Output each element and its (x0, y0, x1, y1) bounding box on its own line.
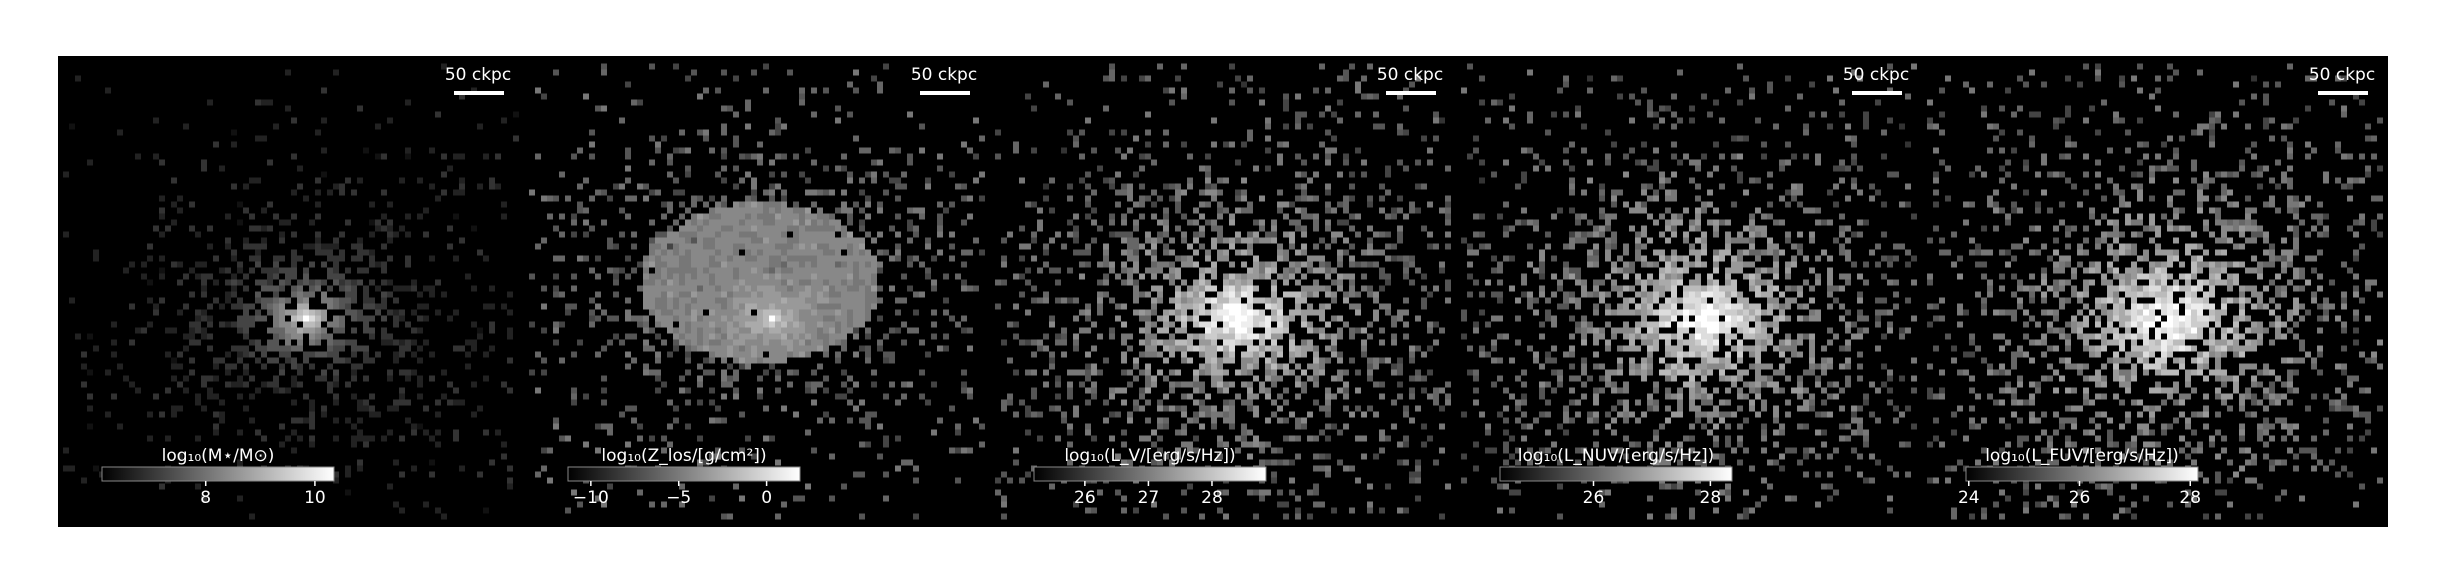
colorbar-label: log₁₀(L_V/[erg/s/Hz]) (1064, 446, 1235, 466)
galaxy-pixels (1957, 171, 2383, 478)
colorbar-tick-label: 27 (1138, 488, 1160, 508)
galaxy-pixels (1927, 63, 2383, 520)
colorbar (101, 466, 335, 482)
scale-bar (1852, 91, 1902, 95)
colorbar-tick-label: 10 (304, 488, 326, 508)
galaxy-pixels (745, 297, 799, 340)
galaxy-pixels (1205, 291, 1271, 340)
galaxy-pixels (81, 87, 519, 502)
galaxy-pixels (309, 315, 315, 322)
galaxy-pixels (279, 297, 321, 340)
galaxy-pixels (1485, 153, 1893, 466)
galaxy-pixels (643, 201, 877, 364)
scale-label: 50 ckpc (2309, 65, 2375, 85)
galaxy-pixels (1659, 285, 1755, 352)
scale-bar (920, 91, 970, 95)
galaxy-pixels (1683, 303, 1731, 340)
scale-bar (1386, 91, 1436, 95)
galaxy-pixels (769, 315, 775, 322)
colorbar-label: log₁₀(L_FUV/[erg/s/Hz]) (1985, 446, 2179, 466)
colorbar (1033, 466, 1267, 482)
galaxy-pixels (1927, 69, 2383, 520)
scale-label: 50 ckpc (445, 65, 511, 85)
galaxy-pixels (1181, 285, 1283, 352)
galaxy-pixels (529, 69, 985, 508)
galaxy-pixels (2107, 267, 2233, 370)
galaxy-pixels (535, 69, 985, 520)
colorbar-tick-label: 28 (2179, 488, 2201, 508)
colorbar (567, 466, 801, 482)
colorbar-tick-label: 26 (2069, 488, 2091, 508)
colorbar-tick-label: 26 (1583, 488, 1605, 508)
galaxy-pixels (1121, 219, 1367, 400)
colorbar-label: log₁₀(L_NUV/[erg/s/Hz]) (1518, 446, 1715, 466)
galaxy-pixels (2251, 75, 2257, 82)
colorbar (1499, 466, 1733, 482)
galaxy-pixels (1223, 303, 1253, 334)
colorbar-tick-label: 24 (1958, 488, 1980, 508)
colorbar-label: log₁₀(M⋆/M⊙) (162, 446, 275, 466)
galaxy-pixels (649, 201, 877, 364)
colorbar-tick-label: −5 (666, 488, 691, 508)
colorbar-tick-label: 8 (200, 488, 211, 508)
galaxy-pixels (303, 315, 309, 322)
galaxy-pixels (291, 309, 321, 328)
colorbar-tick-label: −10 (573, 488, 609, 508)
galaxy-pixels (1623, 237, 1791, 388)
scale-label: 50 ckpc (1843, 65, 1909, 85)
galaxy-pixels (2095, 255, 2245, 376)
galaxy-pixels (1569, 207, 1815, 430)
galaxy-pixels (63, 63, 513, 520)
colorbar-tick-label: 26 (1074, 488, 1096, 508)
scale-bar (454, 91, 504, 95)
scale-bar (2318, 91, 2368, 95)
colorbar (1965, 466, 2199, 482)
galaxy-pixels (1461, 63, 1917, 520)
scale-label: 50 ckpc (911, 65, 977, 85)
colorbar-label: log₁₀(Z_los/[g/cm²]) (601, 446, 766, 466)
scale-label: 50 ckpc (1377, 65, 1443, 85)
galaxy-pixels (1635, 255, 1785, 382)
colorbar-tick-label: 0 (761, 488, 772, 508)
galaxy-pixels (1049, 177, 1415, 460)
galaxy-pixels (995, 63, 1451, 520)
galaxy-pixels (273, 291, 339, 346)
galaxy-pixels (2143, 303, 2197, 340)
galaxy-pixels (995, 63, 1451, 520)
colorbar-tick-label: 28 (1700, 488, 1722, 508)
galaxy-pixels (2131, 285, 2203, 352)
colorbar-tick-label: 28 (1201, 488, 1223, 508)
galaxy-pixels (267, 285, 345, 352)
